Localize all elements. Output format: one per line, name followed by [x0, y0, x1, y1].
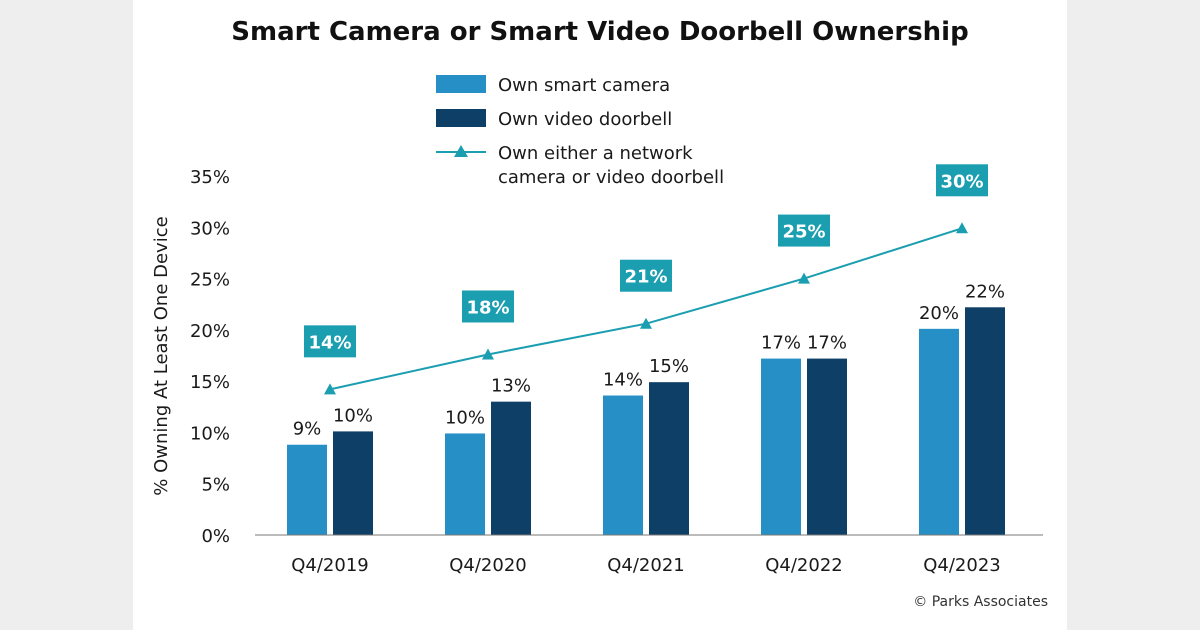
- bar-smart-camera: [603, 395, 643, 535]
- bar-video-doorbell: [807, 358, 847, 535]
- line-label-box: [778, 214, 830, 247]
- legend-label-smart-camera: Own smart camera: [498, 75, 670, 96]
- bar-video-doorbell: [965, 307, 1005, 535]
- x-tick-label: Q4/2021: [607, 555, 685, 576]
- right-margin-panel: [1067, 0, 1200, 630]
- left-margin-panel: [0, 0, 133, 630]
- line-label-either-device: 21%: [624, 267, 667, 288]
- y-tick-label: 10%: [190, 423, 230, 444]
- line-label-box: [936, 164, 988, 197]
- bar-label-smart-camera: 9%: [293, 419, 322, 440]
- y-tick-label: 25%: [190, 270, 230, 291]
- bar-series: 9% 10% 14% 17% 20% 10% 13% 15% 17% 22%: [287, 281, 1005, 535]
- line-label-either-device: 30%: [940, 171, 983, 192]
- legend-label-either-device-line2: camera or video doorbell: [498, 167, 724, 188]
- bar-label-video-doorbell: 17%: [807, 333, 847, 354]
- line-series: 14% 18% 21% 25% 30%: [304, 164, 988, 395]
- chart-legend: Own smart camera Own video doorbell Own …: [436, 75, 724, 188]
- y-axis-ticks: 0% 5% 10% 15% 20% 25% 30% 35%: [190, 167, 230, 547]
- y-tick-label: 35%: [190, 167, 230, 188]
- line-marker-either-device: [324, 383, 336, 395]
- bar-smart-camera: [761, 358, 801, 535]
- chart-title: Smart Camera or Smart Video Doorbell Own…: [231, 17, 968, 47]
- line-label-either-device: 25%: [782, 222, 825, 243]
- bar-smart-camera: [919, 328, 959, 535]
- y-tick-label: 5%: [201, 475, 230, 496]
- x-tick-label: Q4/2019: [291, 555, 369, 576]
- bar-smart-camera: [445, 433, 485, 535]
- x-axis-ticks: Q4/2019 Q4/2020 Q4/2021 Q4/2022 Q4/2023: [291, 555, 1001, 576]
- bar-label-smart-camera: 10%: [445, 407, 485, 428]
- credit-text: © Parks Associates: [913, 594, 1048, 610]
- line-marker-either-device: [640, 317, 652, 329]
- bar-video-doorbell: [333, 431, 373, 535]
- bar-label-video-doorbell: 15%: [649, 356, 689, 377]
- bar-label-smart-camera: 14%: [603, 370, 643, 391]
- bar-label-smart-camera: 17%: [761, 333, 801, 354]
- bar-smart-camera: [287, 444, 327, 535]
- bar-label-video-doorbell: 10%: [333, 405, 373, 426]
- x-tick-label: Q4/2022: [765, 555, 843, 576]
- line-label-either-device: 14%: [308, 332, 351, 353]
- bar-label-video-doorbell: 22%: [965, 281, 1005, 302]
- x-tick-label: Q4/2023: [923, 555, 1001, 576]
- bar-label-smart-camera: 20%: [919, 303, 959, 324]
- legend-label-video-doorbell: Own video doorbell: [498, 109, 672, 130]
- y-tick-label: 0%: [201, 526, 230, 547]
- y-tick-label: 20%: [190, 321, 230, 342]
- line-label-box: [304, 325, 356, 358]
- line-label-box: [462, 290, 514, 323]
- bar-video-doorbell: [491, 401, 531, 535]
- line-label-either-device: 18%: [466, 297, 509, 318]
- y-tick-label: 30%: [190, 218, 230, 239]
- line-label-box: [620, 259, 672, 292]
- bar-video-doorbell: [649, 382, 689, 535]
- y-tick-label: 15%: [190, 372, 230, 393]
- line-marker-either-device: [482, 348, 494, 360]
- line-marker-either-device: [798, 272, 810, 284]
- y-axis-label: % Owning At Least One Device: [151, 216, 172, 495]
- legend-swatch-smart-camera: [436, 75, 486, 93]
- line-marker-either-device: [956, 222, 968, 234]
- legend-swatch-video-doorbell: [436, 109, 486, 127]
- legend-marker-either-device: [454, 145, 468, 157]
- legend-label-either-device-line1: Own either a network: [498, 143, 693, 164]
- bar-label-video-doorbell: 13%: [491, 376, 531, 397]
- x-tick-label: Q4/2020: [449, 555, 527, 576]
- line-either-device: [329, 227, 963, 391]
